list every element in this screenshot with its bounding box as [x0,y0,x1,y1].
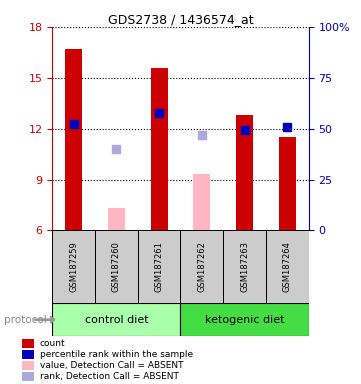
Bar [180,230,223,303]
Point [113,146,119,152]
Bar [180,303,309,336]
Text: ketogenic diet: ketogenic diet [205,314,284,325]
Bar [65,49,82,230]
Bar [138,230,180,303]
Point [284,124,290,130]
Title: GDS2738 / 1436574_at: GDS2738 / 1436574_at [108,13,253,26]
Text: GSM187262: GSM187262 [197,242,206,292]
Text: GSM187263: GSM187263 [240,242,249,292]
Text: count: count [40,339,65,348]
Bar [108,209,125,230]
Point [71,121,77,127]
Text: percentile rank within the sample: percentile rank within the sample [40,350,193,359]
Text: GSM187259: GSM187259 [69,242,78,292]
Text: rank, Detection Call = ABSENT: rank, Detection Call = ABSENT [40,372,179,381]
Bar [266,230,309,303]
Bar [193,174,210,230]
Text: protocol: protocol [4,314,46,325]
Bar [223,230,266,303]
Text: control diet: control diet [84,314,148,325]
Bar [236,115,253,230]
Text: GSM187261: GSM187261 [155,242,164,292]
Bar [279,137,296,230]
Point [242,127,247,133]
Bar [151,68,168,230]
Bar [52,303,180,336]
Text: GSM187264: GSM187264 [283,242,292,292]
Point [156,110,162,116]
Text: value, Detection Call = ABSENT: value, Detection Call = ABSENT [40,361,183,370]
Text: GSM187260: GSM187260 [112,242,121,292]
Bar [52,230,95,303]
Point [199,132,205,139]
Bar [95,230,138,303]
